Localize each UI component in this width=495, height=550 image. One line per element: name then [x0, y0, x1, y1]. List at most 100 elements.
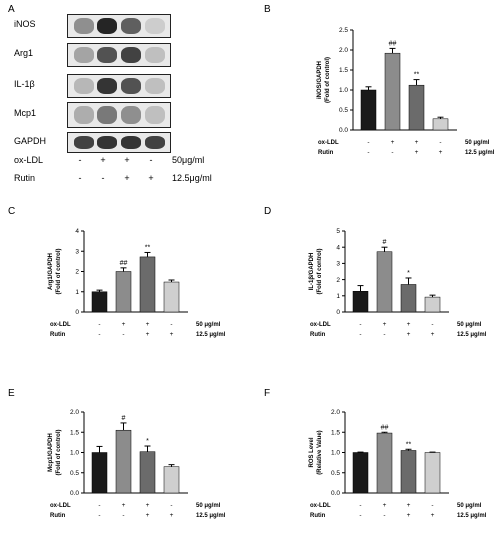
y-tick-label: 0.0 [70, 490, 79, 497]
panel-letter-c: C [8, 206, 16, 217]
treatment-sign: - [391, 149, 393, 156]
blot-sign: - [149, 155, 153, 165]
y-tick-label: 1.0 [339, 87, 348, 94]
y-tick-label: 2.0 [70, 409, 79, 416]
panel-letter-a: A [8, 4, 15, 15]
blot-label-mcp1: Mcp1 [14, 108, 37, 118]
treatment-dose: 12.5 μg/ml [465, 150, 495, 156]
treatment-sign: - [170, 502, 172, 509]
treatment-sign: - [431, 502, 433, 509]
y-tick-label: 5 [336, 228, 340, 235]
blot-band [121, 47, 141, 63]
treatment-sign: + [407, 321, 411, 328]
treatment-sign: + [122, 502, 126, 509]
bar [376, 432, 393, 494]
y-tick-label: 1.0 [331, 450, 340, 457]
treatment-sign: + [407, 502, 411, 509]
panel-letter-b: B [264, 4, 271, 15]
treatment-dose: 12.5 μg/ml [457, 332, 487, 338]
treatment-sign: + [415, 139, 419, 146]
blot-band [74, 136, 94, 149]
y-tick-label: 1.5 [331, 429, 340, 436]
bar [139, 256, 156, 313]
y-tick-label: 0.5 [331, 470, 340, 477]
treatment-sign: - [383, 512, 385, 519]
treatment-sign: - [383, 331, 385, 338]
y-tick-label: 2.5 [339, 27, 348, 34]
bar [91, 452, 108, 494]
significance-mark: ** [145, 244, 151, 251]
treatment-sign: + [431, 512, 435, 519]
treatment-sign: - [359, 512, 361, 519]
treatment-sign: + [439, 149, 443, 156]
treatment-dose: 12.5 μg/ml [457, 513, 487, 519]
y-axis-label: ROS Level [309, 437, 315, 467]
bar [163, 281, 180, 313]
y-axis-label-sub: (Fold of control) [56, 249, 62, 295]
treatment-dose: 50 μg/ml [196, 322, 221, 328]
treatment-sign: - [367, 149, 369, 156]
treatment-label: Rutin [50, 332, 66, 338]
bar [424, 452, 441, 494]
treatment-sign: + [146, 321, 150, 328]
treatment-sign: + [415, 149, 419, 156]
treatment-sign: - [170, 321, 172, 328]
treatment-sign: - [98, 502, 100, 509]
blot-label-gapdh: GAPDH [14, 136, 47, 146]
y-tick-label: 3 [336, 261, 340, 268]
bar [376, 251, 393, 313]
treatment-sign: - [122, 512, 124, 519]
bar [408, 84, 425, 131]
y-tick-label: 1 [336, 293, 340, 300]
blot-band [74, 78, 94, 94]
y-axis-label: Mcp1/GAPDH [48, 433, 54, 472]
y-tick-label: 0.5 [339, 107, 348, 114]
blot-band [74, 18, 94, 34]
blot-sign: + [124, 155, 130, 165]
treatment-label: Rutin [310, 513, 326, 519]
treatment-sign: - [359, 321, 361, 328]
treatment-sign: - [98, 321, 100, 328]
blot-condition-rutin: Rutin [14, 173, 36, 183]
treatment-label: ox-LDL [50, 503, 71, 509]
treatment-sign: + [146, 502, 150, 509]
blot-sign: + [148, 173, 154, 183]
bar [400, 284, 417, 313]
significance-mark: * [407, 270, 410, 277]
panel-letter-f: F [264, 388, 271, 399]
y-tick-label: 2.0 [339, 47, 348, 54]
blot-sign: - [101, 173, 105, 183]
y-axis-label-sub: (Relative Value) [317, 430, 323, 474]
y-tick-label: 1.5 [339, 67, 348, 74]
blot-band [145, 47, 165, 63]
treatment-sign: + [407, 512, 411, 519]
treatment-sign: + [146, 512, 150, 519]
blot-strip-arg1 [67, 43, 171, 67]
y-tick-label: 0.0 [339, 127, 348, 134]
treatment-sign: + [170, 512, 174, 519]
treatment-dose: 50 μg/ml [465, 140, 490, 146]
panel-letter-e: E [8, 388, 15, 399]
treatment-label: ox-LDL [310, 322, 331, 328]
treatment-sign: - [98, 512, 100, 519]
panel-letter-d: D [264, 206, 272, 217]
blot-condition-oxldl: ox-LDL [14, 155, 44, 165]
significance-mark: ## [381, 424, 389, 431]
bar [432, 118, 449, 131]
treatment-sign: + [431, 331, 435, 338]
treatment-sign: - [367, 139, 369, 146]
y-axis-label: iNOS/GAPDH [317, 61, 323, 99]
y-tick-label: 1.0 [70, 450, 79, 457]
blot-band [121, 18, 141, 34]
y-tick-label: 1.5 [70, 429, 79, 436]
bar [384, 52, 401, 131]
treatment-sign: + [383, 321, 387, 328]
blot-band [74, 47, 94, 63]
blot-dose-oxldl: 50μg/ml [172, 155, 205, 165]
significance-mark: # [383, 239, 387, 246]
bar [115, 429, 132, 494]
blot-band [97, 47, 117, 63]
bar [91, 291, 108, 313]
